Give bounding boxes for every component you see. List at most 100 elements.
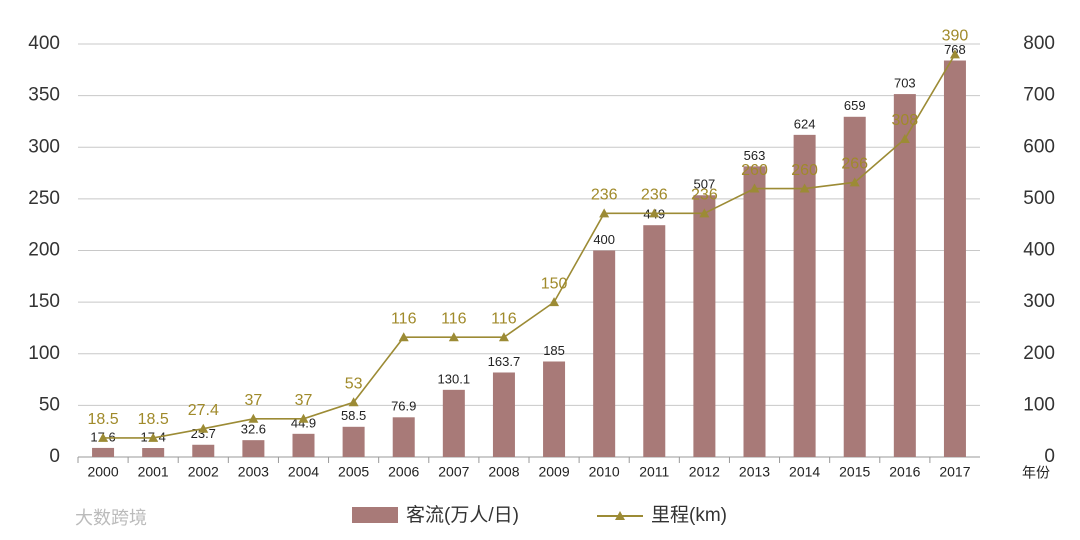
x-tick-label: 2008 bbox=[488, 464, 519, 480]
bar-label: 163.7 bbox=[488, 354, 521, 369]
bar bbox=[943, 60, 966, 458]
line-marker bbox=[799, 183, 810, 193]
line-marker bbox=[649, 208, 660, 218]
line-marker bbox=[849, 177, 860, 187]
x-tick-label: 2007 bbox=[438, 464, 469, 480]
line-marker bbox=[348, 397, 359, 407]
x-tick-label: 2010 bbox=[589, 464, 620, 480]
x-tick-label: 2003 bbox=[238, 464, 269, 480]
bar bbox=[893, 94, 916, 458]
bar-label: 400 bbox=[593, 232, 615, 247]
bar bbox=[92, 447, 115, 457]
bar bbox=[843, 116, 866, 457]
y2-tick-label: 0 bbox=[1044, 446, 1055, 467]
x-axis-label: 年份 bbox=[1022, 465, 1050, 481]
line-marker bbox=[749, 183, 760, 193]
y-tick-label: 400 bbox=[28, 33, 60, 54]
bar-label: 32.6 bbox=[241, 422, 266, 437]
legend-label: 里程(km) bbox=[651, 504, 727, 526]
y-tick-label: 200 bbox=[28, 240, 60, 261]
x-tick-label: 2004 bbox=[288, 464, 319, 480]
x-tick-label: 2013 bbox=[739, 464, 770, 480]
line-marker bbox=[949, 49, 960, 59]
line-marker bbox=[899, 133, 910, 143]
x-tick-label: 2017 bbox=[939, 464, 970, 480]
line-marker bbox=[148, 432, 159, 442]
bar bbox=[292, 433, 315, 457]
line-marker bbox=[549, 297, 560, 307]
line-label: 236 bbox=[641, 187, 668, 204]
line-marker bbox=[448, 332, 459, 342]
line-label: 116 bbox=[391, 310, 417, 327]
line-marker bbox=[298, 413, 309, 423]
y2-tick-label: 800 bbox=[1023, 33, 1055, 54]
bar-label: 130.1 bbox=[438, 371, 471, 386]
bar bbox=[593, 250, 616, 457]
bar bbox=[342, 426, 365, 457]
y2-tick-label: 500 bbox=[1023, 188, 1055, 209]
line-marker bbox=[398, 332, 409, 342]
line-label: 308 bbox=[891, 112, 918, 129]
y-tick-label: 250 bbox=[28, 188, 60, 209]
x-tick-label: 2016 bbox=[889, 464, 920, 480]
line-marker bbox=[699, 208, 710, 218]
bar bbox=[693, 195, 716, 458]
bar-label: 703 bbox=[894, 76, 916, 91]
line-label: 37 bbox=[295, 392, 313, 409]
y-tick-label: 300 bbox=[28, 136, 60, 157]
line-marker bbox=[198, 423, 209, 433]
x-tick-label: 2015 bbox=[839, 464, 870, 480]
line-label: 116 bbox=[441, 310, 467, 327]
y-tick-label: 150 bbox=[28, 291, 60, 312]
bar bbox=[543, 361, 566, 457]
line-marker bbox=[98, 432, 109, 442]
line-marker bbox=[599, 208, 610, 218]
bar bbox=[643, 225, 666, 457]
bar-label: 624 bbox=[794, 116, 816, 131]
x-tick-label: 2011 bbox=[639, 464, 669, 480]
legend-label: 客流(万人/日) bbox=[406, 504, 519, 526]
line-label: 236 bbox=[691, 187, 718, 204]
bar-label: 659 bbox=[844, 98, 866, 113]
line-marker bbox=[498, 332, 509, 342]
line-label: 18.5 bbox=[138, 411, 169, 428]
y-tick-label: 50 bbox=[39, 394, 60, 415]
legend-marker bbox=[615, 511, 625, 520]
x-tick-label: 2009 bbox=[538, 464, 569, 480]
line-label: 27.4 bbox=[188, 402, 219, 419]
line-label: 260 bbox=[791, 162, 818, 179]
bar bbox=[442, 389, 465, 457]
y2-tick-label: 700 bbox=[1023, 85, 1055, 106]
x-tick-label: 2006 bbox=[388, 464, 419, 480]
watermark: 大数跨境 bbox=[75, 508, 147, 528]
line-label: 390 bbox=[942, 28, 969, 45]
x-tick-label: 2012 bbox=[689, 464, 720, 480]
bar bbox=[142, 448, 165, 457]
bar bbox=[492, 372, 515, 457]
y-tick-label: 350 bbox=[28, 85, 60, 106]
bar bbox=[743, 166, 766, 457]
y2-tick-label: 300 bbox=[1023, 291, 1055, 312]
line-label: 18.5 bbox=[87, 411, 118, 428]
line-label: 37 bbox=[244, 392, 262, 409]
line-label: 150 bbox=[541, 275, 568, 292]
line-label: 53 bbox=[345, 375, 363, 392]
x-tick-label: 2001 bbox=[138, 464, 169, 480]
x-tick-label: 2005 bbox=[338, 464, 369, 480]
y-tick-label: 100 bbox=[28, 343, 60, 364]
y-tick-label: 0 bbox=[49, 446, 60, 467]
y2-tick-label: 600 bbox=[1023, 136, 1055, 157]
y2-tick-label: 100 bbox=[1023, 394, 1055, 415]
bar-label: 563 bbox=[744, 148, 766, 163]
bar bbox=[242, 440, 265, 457]
line-label: 116 bbox=[491, 310, 517, 327]
x-tick-label: 2002 bbox=[188, 464, 219, 480]
bar-label: 76.9 bbox=[391, 399, 416, 414]
y2-tick-label: 200 bbox=[1023, 343, 1055, 364]
legend-swatch bbox=[352, 507, 398, 523]
x-tick-label: 2000 bbox=[87, 464, 118, 480]
bar bbox=[793, 134, 816, 458]
line bbox=[103, 53, 956, 439]
x-tick-label: 2014 bbox=[789, 464, 820, 480]
